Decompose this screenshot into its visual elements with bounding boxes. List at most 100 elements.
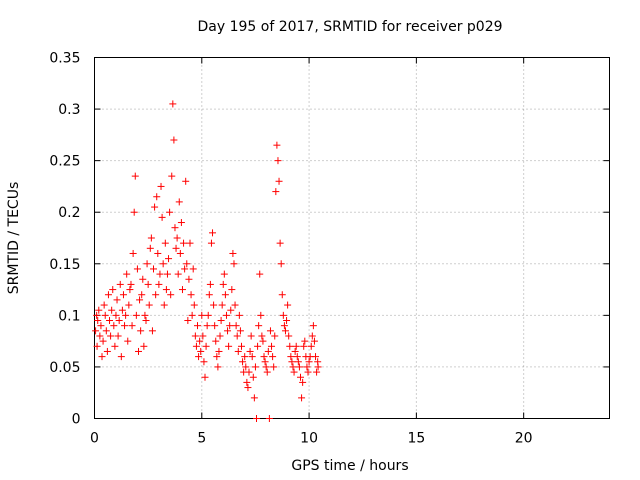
y-tick-label: 0	[72, 412, 81, 428]
data-point	[281, 327, 289, 335]
data-point	[154, 249, 162, 257]
data-point	[136, 296, 144, 304]
data-point	[146, 244, 154, 252]
data-point	[262, 363, 270, 371]
data-point	[107, 332, 115, 340]
data-point	[168, 172, 176, 180]
data-point	[101, 311, 109, 319]
data-point	[112, 311, 120, 319]
data-point	[283, 317, 291, 325]
data-point	[254, 342, 262, 350]
data-point	[241, 353, 249, 361]
data-point	[151, 203, 159, 211]
data-point	[119, 291, 127, 299]
data-point	[143, 260, 151, 268]
y-tick-label: 0.1	[58, 308, 80, 324]
data-point	[204, 311, 212, 319]
data-point	[197, 347, 205, 355]
data-point	[213, 353, 221, 361]
data-point	[93, 311, 101, 319]
data-point	[246, 347, 254, 355]
data-point	[234, 347, 242, 355]
data-point	[199, 332, 207, 340]
data-point	[242, 363, 250, 371]
data-point	[285, 332, 293, 340]
data-point	[92, 327, 100, 335]
data-point	[122, 311, 130, 319]
data-point	[155, 280, 163, 288]
data-point	[189, 265, 197, 273]
data-point	[104, 291, 112, 299]
data-point	[147, 234, 155, 242]
data-point	[300, 342, 308, 350]
chart-title: Day 195 of 2017, SRMTID for receiver p02…	[197, 19, 502, 35]
data-point	[159, 260, 167, 268]
data-point	[96, 332, 104, 340]
data-point	[202, 342, 210, 350]
data-point	[165, 255, 173, 263]
data-point	[117, 353, 125, 361]
data-point	[225, 342, 233, 350]
data-point	[181, 265, 189, 273]
data-point	[260, 353, 268, 361]
y-tick-label: 0.15	[49, 257, 80, 273]
data-point	[278, 291, 286, 299]
data-point	[274, 157, 282, 165]
data-point	[305, 358, 313, 366]
data-point	[163, 270, 171, 278]
data-point	[174, 270, 182, 278]
data-point	[178, 286, 186, 294]
data-point	[191, 332, 199, 340]
data-point	[108, 306, 116, 314]
data-point	[299, 378, 307, 386]
data-point	[206, 280, 214, 288]
data-point	[200, 358, 208, 366]
data-point	[276, 239, 284, 247]
data-point	[110, 322, 118, 330]
data-point	[139, 275, 147, 283]
data-point	[286, 342, 294, 350]
data-point	[103, 347, 111, 355]
data-point	[192, 342, 200, 350]
data-point	[158, 213, 166, 221]
data-point	[167, 291, 175, 299]
data-point	[195, 353, 203, 361]
data-point	[97, 322, 105, 330]
data-point	[263, 368, 271, 376]
data-point	[218, 301, 226, 309]
data-point	[309, 322, 317, 330]
data-point	[295, 363, 303, 371]
data-point	[186, 239, 194, 247]
data-point	[131, 172, 139, 180]
data-point	[113, 296, 121, 304]
data-point	[156, 270, 164, 278]
data-point	[231, 301, 239, 309]
data-point	[235, 311, 243, 319]
data-point	[125, 301, 133, 309]
data-point	[314, 363, 322, 371]
data-point	[209, 229, 217, 237]
data-point	[196, 337, 204, 345]
data-point	[188, 311, 196, 319]
data-point	[227, 306, 235, 314]
y-tick-label: 0.3	[58, 102, 80, 118]
data-point	[265, 415, 273, 422]
data-point	[307, 342, 315, 350]
data-point	[237, 342, 245, 350]
data-point	[157, 182, 165, 190]
y-tick-labels: 0 0.05 0.1 0.15 0.2 0.25 0.3 0.35	[49, 51, 80, 428]
data-point	[298, 394, 306, 402]
data-point	[271, 332, 279, 340]
y-tick-label: 0.2	[58, 205, 80, 221]
data-point	[121, 322, 129, 330]
plot-area-frame	[94, 57, 610, 419]
data-point	[275, 177, 283, 185]
data-point	[162, 286, 170, 294]
data-point	[144, 280, 152, 288]
data-point	[114, 332, 122, 340]
data-point	[141, 311, 149, 319]
data-point	[153, 193, 161, 201]
data-point	[266, 327, 274, 335]
